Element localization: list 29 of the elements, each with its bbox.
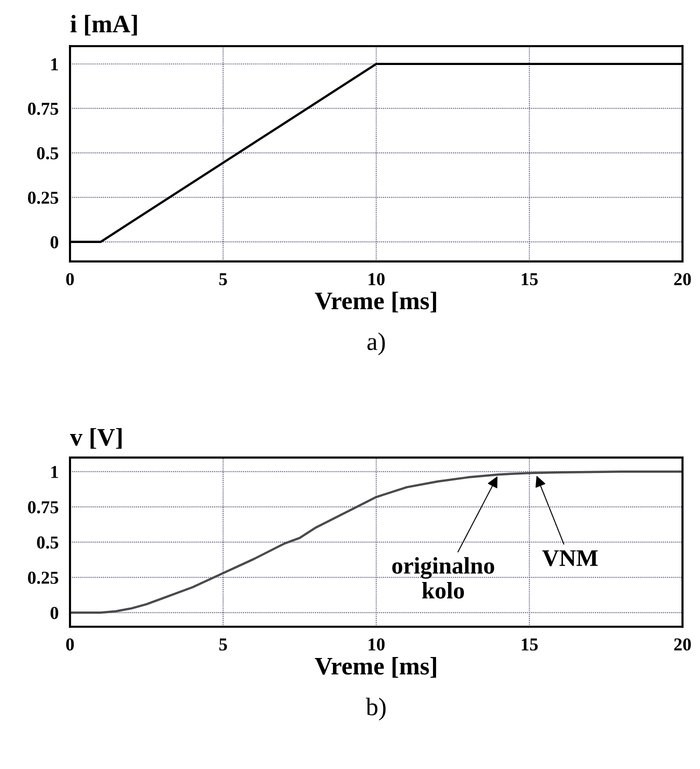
annotation: VNM — [542, 550, 598, 566]
y-axis-title: v [V] — [70, 428, 122, 449]
annotation: originalno kolo — [392, 557, 494, 599]
x-tick-label: 5 — [219, 638, 227, 651]
y-tick-label: 1 — [51, 58, 58, 70]
x-tick-label: 20 — [674, 638, 691, 651]
y-tick-label: 0.5 — [37, 147, 58, 160]
y-tick-label: 0.25 — [28, 192, 58, 204]
x-tick-label: 0 — [66, 638, 74, 651]
y-tick-label: 0.25 — [28, 572, 58, 584]
y-tick-label: 1 — [51, 466, 58, 478]
line-series — [70, 470, 682, 614]
y-tick-label: 0 — [50, 606, 58, 620]
y-axis-title: i [mA] — [70, 14, 137, 36]
x-tick-label: 15 — [522, 273, 538, 286]
x-tick-label: 20 — [674, 273, 691, 286]
x-tick-label: 15 — [522, 638, 538, 651]
text: a) — [367, 332, 385, 356]
x-tick-label: 10 — [368, 638, 385, 651]
y-tick-label: 0 — [50, 236, 58, 248]
y-tick-label: 0.75 — [28, 501, 58, 514]
x-tick-label: 0 — [66, 273, 74, 286]
x-tick-label: 5 — [219, 273, 227, 286]
x-axis-title: Vreme [ms] — [314, 292, 436, 312]
y-tick-label: 0.5 — [37, 536, 58, 549]
x-axis-title: Vreme [ms] — [314, 657, 436, 678]
y-tick-label: 0.75 — [28, 102, 58, 115]
x-tick-label: 10 — [368, 273, 385, 286]
text: b) — [366, 698, 386, 720]
